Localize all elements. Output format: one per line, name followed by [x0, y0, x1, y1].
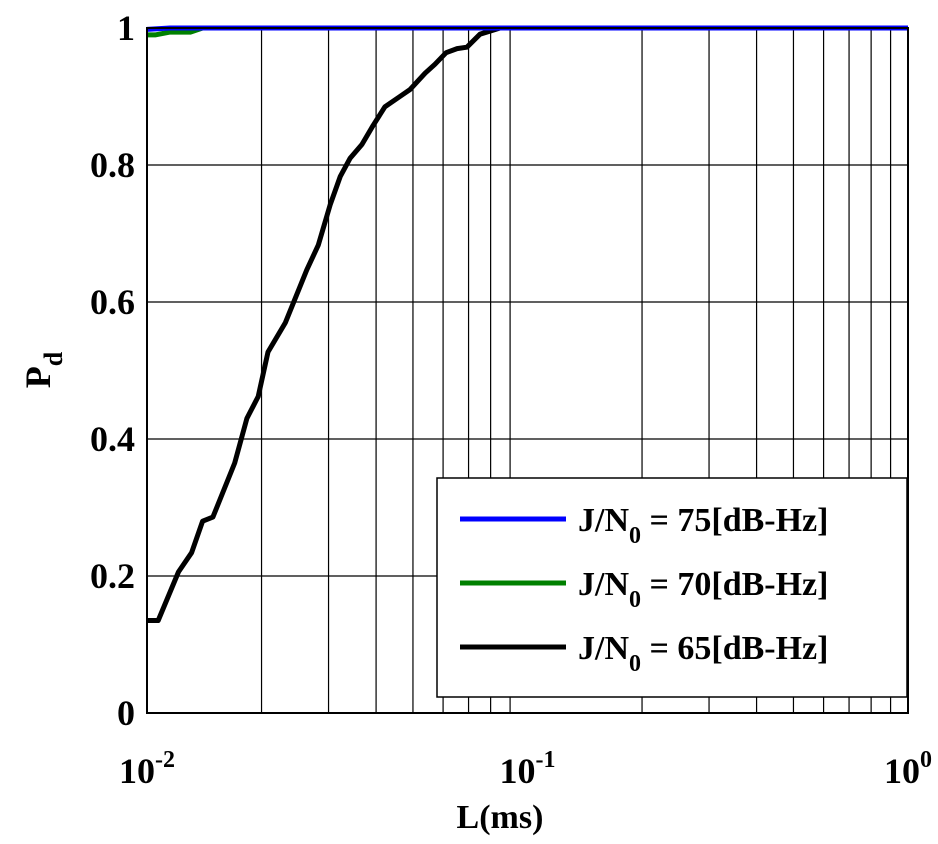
x-axis-label: L(ms)	[457, 799, 544, 836]
y-tick-label: 0.6	[90, 282, 135, 322]
x-tick-label: 100	[884, 747, 932, 791]
legend-label: J/N0 = 75[dB-Hz]	[578, 502, 828, 549]
y-tick-label: 0.2	[90, 556, 135, 596]
y-tick-label: 1	[117, 8, 135, 48]
y-axis-label: Pd	[18, 351, 68, 388]
legend-label: J/N0 = 65[dB-Hz]	[578, 630, 828, 677]
y-tick-label: 0	[117, 693, 135, 733]
y-tick-label: 0.8	[90, 145, 135, 185]
x-tick-label: 10-1	[500, 747, 556, 791]
y-tick-label: 0.4	[90, 419, 135, 459]
x-tick-label: 10-2	[119, 747, 175, 791]
legend: J/N0 = 75[dB-Hz] J/N0 = 70[dB-Hz] J/N0 = 6…	[436, 477, 908, 698]
legend-label: J/N0 = 70[dB-Hz]	[578, 566, 828, 613]
series-line	[147, 25, 908, 623]
tick-labels: 0 0.2 0.4 0.6 0.8 1 10-2 10-1 100	[90, 8, 932, 791]
legend-box	[436, 477, 908, 698]
plot-frame	[146, 27, 909, 714]
